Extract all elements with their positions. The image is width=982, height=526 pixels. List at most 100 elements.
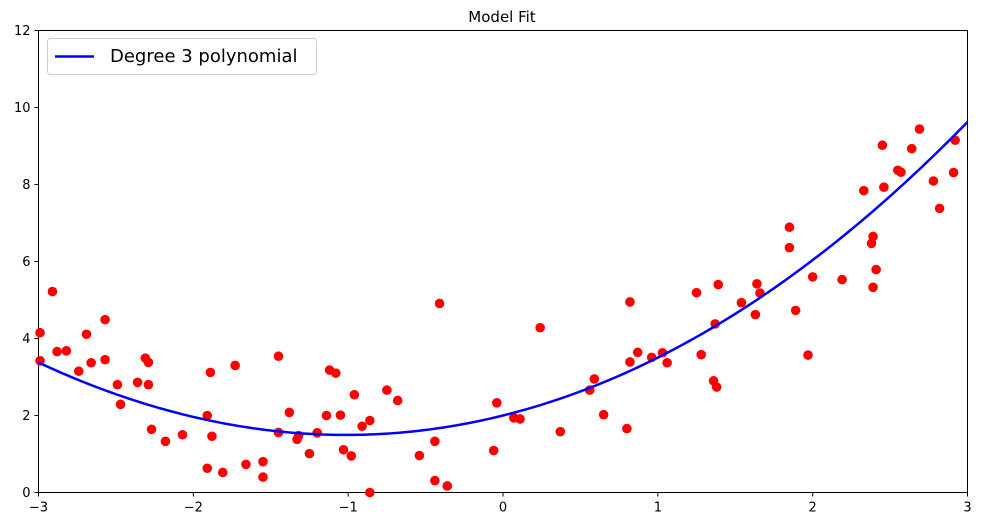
scatter-point	[365, 415, 375, 426]
legend-label: Degree 3 polynomial	[110, 46, 298, 67]
scatter-point	[752, 279, 762, 289]
scatter-point	[948, 167, 959, 178]
scatter-point	[241, 459, 251, 470]
y-tick-label: 4	[22, 332, 30, 347]
x-tick-label: 3	[963, 501, 971, 516]
scatter-point	[535, 322, 545, 333]
scatter-point	[346, 451, 357, 461]
scatter-point	[258, 472, 268, 482]
scatter-point	[837, 274, 847, 285]
scatter-point	[217, 467, 228, 478]
scatter-point	[304, 448, 315, 459]
scatter-point	[202, 410, 213, 421]
scatter-point	[86, 357, 96, 368]
scatter-point	[73, 366, 84, 377]
plot-frame	[38, 30, 968, 493]
scatter-point	[312, 428, 323, 438]
y-tick-label: 10	[14, 101, 31, 116]
scatter-point	[868, 282, 878, 293]
scatter-point	[622, 423, 632, 434]
scatter-point	[914, 124, 925, 134]
x-tick-label: 2	[809, 501, 817, 516]
scatter-point	[713, 279, 724, 290]
scatter-point	[803, 350, 813, 360]
y-tick-label: 2	[22, 409, 30, 424]
x-tick-label: −3	[29, 501, 48, 516]
scatter-point	[146, 424, 157, 435]
scatter-point	[330, 368, 341, 378]
scatter-point	[896, 167, 906, 177]
scatter-point	[589, 374, 600, 384]
scatter-point	[625, 357, 635, 367]
scatter-point	[160, 436, 171, 447]
y-tick-label: 0	[22, 486, 30, 501]
scatter-point	[207, 431, 217, 442]
x-tick-label: 0	[499, 501, 507, 516]
scatter-point	[807, 272, 818, 282]
scatter-point	[205, 367, 216, 378]
scatter-point	[47, 286, 58, 297]
scatter-point	[143, 379, 154, 390]
scatter-point	[321, 410, 332, 421]
scatter-point	[430, 475, 440, 486]
scatter-point	[434, 298, 445, 309]
y-tick-label: 6	[22, 255, 30, 270]
scatter-point	[258, 456, 268, 467]
scatter-point	[284, 407, 295, 418]
scatter-point	[784, 242, 795, 253]
scatter-point	[790, 305, 801, 316]
scatter-point	[143, 357, 154, 368]
scatter-point	[515, 414, 525, 424]
x-tick-label: −1	[339, 501, 358, 516]
scatter-point	[338, 444, 349, 455]
scatter-point	[928, 176, 939, 186]
scatter-point	[35, 327, 45, 338]
scatter-point	[414, 450, 425, 461]
x-tick-label: −2	[184, 501, 203, 516]
scatter-point	[696, 349, 706, 360]
fit-line	[37, 121, 969, 437]
scatter-point	[177, 429, 188, 440]
scatter-point	[132, 377, 143, 388]
scatter-point	[691, 287, 702, 298]
scatter-point	[858, 185, 869, 196]
scatter-series	[35, 124, 960, 498]
y-axis: 0 2 4 6 8 10 12	[14, 24, 39, 501]
scatter-point	[442, 481, 453, 491]
scatter-point	[784, 222, 795, 233]
chart-title: Model Fit	[468, 8, 536, 26]
x-tick-label: 1	[654, 501, 662, 516]
scatter-point	[273, 351, 284, 362]
scatter-point	[349, 389, 360, 400]
scatter-point	[598, 409, 609, 420]
scatter-point	[357, 421, 367, 432]
scatter-point	[934, 203, 945, 214]
scatter-point	[736, 297, 747, 308]
scatter-point	[61, 346, 72, 356]
legend: Degree 3 polynomial	[47, 38, 317, 75]
scatter-point	[632, 347, 643, 358]
scatter-point	[662, 357, 672, 368]
scatter-point	[112, 379, 123, 390]
scatter-point	[868, 231, 878, 242]
scatter-point	[81, 329, 92, 340]
scatter-point	[906, 143, 917, 154]
scatter-point	[877, 140, 888, 151]
scatter-point	[365, 487, 375, 498]
scatter-point	[871, 264, 881, 275]
scatter-point	[335, 410, 346, 420]
scatter-point	[392, 395, 403, 406]
x-axis: −3 −2 −1 0 1 2 3	[29, 492, 972, 516]
scatter-point	[230, 360, 240, 371]
scatter-point	[488, 445, 499, 456]
scatter-point	[202, 463, 213, 474]
scatter-point	[492, 397, 502, 408]
legend-box	[47, 38, 317, 75]
scatter-point	[382, 385, 392, 395]
scatter-point	[750, 309, 761, 320]
scatter-point	[711, 382, 722, 392]
scatter-point	[100, 314, 110, 325]
scatter-point	[115, 399, 126, 410]
y-tick-label: 12	[14, 24, 31, 39]
